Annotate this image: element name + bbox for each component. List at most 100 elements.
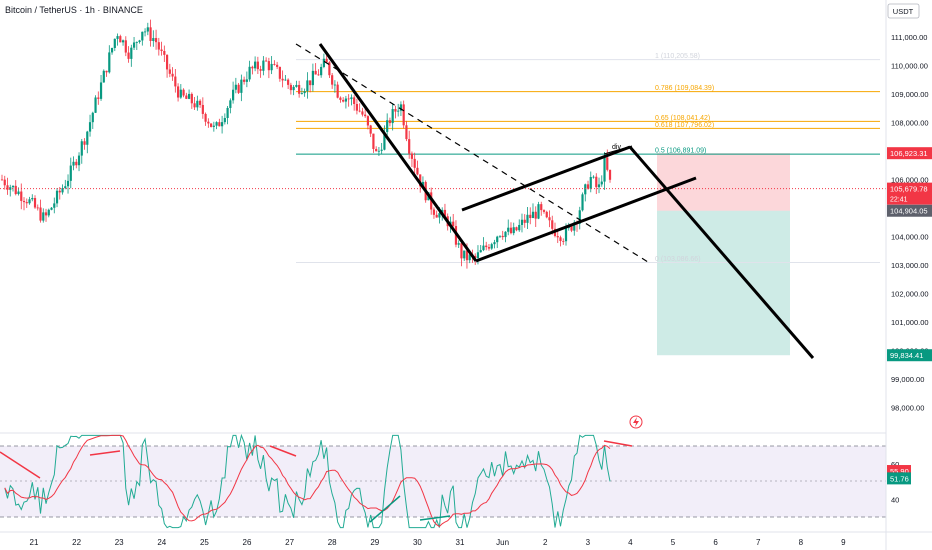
rsi-div-line-6 bbox=[603, 440, 633, 447]
downtrend-line[interactable] bbox=[318, 43, 478, 262]
candle-body bbox=[419, 174, 422, 187]
candle-body bbox=[383, 131, 386, 150]
projection-line[interactable] bbox=[628, 146, 815, 359]
fib-level-label: 0.65 (108,041.42) bbox=[655, 115, 710, 122]
channel-lower-line[interactable] bbox=[475, 176, 697, 263]
price-tick-label: 111,000.00 bbox=[891, 33, 927, 42]
candle-body bbox=[397, 110, 400, 112]
time-tick-label: 3 bbox=[586, 538, 591, 547]
candle-body bbox=[83, 141, 86, 145]
candle-body bbox=[99, 82, 103, 99]
symbol-title[interactable]: Bitcoin / TetherUS · 1h · BINANCE bbox=[5, 5, 143, 15]
candle-body bbox=[17, 191, 20, 195]
time-tick-label: 30 bbox=[413, 538, 422, 547]
candle-body bbox=[350, 97, 353, 100]
time-tick-label: 23 bbox=[115, 538, 124, 547]
candle-body bbox=[256, 61, 259, 70]
candle-body bbox=[474, 255, 477, 259]
rsi-pane[interactable] bbox=[0, 433, 886, 529]
candle-body bbox=[278, 66, 281, 79]
candle-body bbox=[262, 60, 265, 71]
candle-body bbox=[515, 227, 518, 231]
candle-body bbox=[108, 52, 111, 73]
candle-body bbox=[69, 165, 72, 181]
divergence-line[interactable] bbox=[603, 145, 633, 155]
candle-body bbox=[127, 52, 130, 59]
candle-body bbox=[42, 212, 45, 221]
rsi-value-tag bbox=[887, 472, 911, 485]
candle-body bbox=[193, 103, 196, 108]
candle-body bbox=[507, 227, 510, 232]
candle-body bbox=[292, 86, 295, 91]
take-profit-zone[interactable] bbox=[657, 210, 790, 356]
lightning-icon[interactable] bbox=[629, 415, 643, 429]
channel-upper-line[interactable] bbox=[461, 145, 631, 212]
candle-body bbox=[509, 227, 513, 234]
candle-body bbox=[273, 63, 276, 65]
candle-body bbox=[564, 228, 568, 242]
candle-body bbox=[410, 153, 414, 159]
time-tick-label: 24 bbox=[157, 538, 166, 547]
candle-body bbox=[116, 36, 119, 39]
time-tick-label: 31 bbox=[456, 538, 465, 547]
position-tool[interactable] bbox=[657, 153, 790, 356]
candle-body bbox=[608, 169, 612, 180]
candle-body bbox=[402, 104, 405, 126]
candle-body bbox=[132, 42, 136, 48]
candle-body bbox=[232, 89, 235, 101]
candle-body bbox=[196, 100, 199, 108]
candle-body bbox=[234, 84, 237, 90]
trend-drawings[interactable]: div bbox=[295, 43, 815, 359]
candle-body bbox=[11, 185, 15, 188]
candle-body bbox=[171, 73, 174, 77]
rsi-div-line-1 bbox=[0, 451, 41, 479]
candle-body bbox=[185, 95, 188, 99]
time-tick-label: 25 bbox=[200, 538, 209, 547]
candle-body bbox=[380, 149, 383, 151]
candle-body bbox=[570, 225, 573, 231]
dashed-trend-line[interactable] bbox=[295, 43, 649, 263]
rsi-div-line-3 bbox=[269, 445, 297, 457]
candle-body bbox=[355, 104, 359, 111]
candle-body bbox=[221, 122, 224, 127]
time-tick-label: 5 bbox=[671, 538, 676, 547]
candle-body bbox=[468, 254, 471, 261]
time-axis-labels: 21 22 23 24 25 26 27 28 29 30 31 Jun 2 3 4 5 6 7 8 9 bbox=[30, 538, 847, 547]
candle-body bbox=[597, 184, 601, 188]
candle-body bbox=[212, 125, 215, 127]
candle-body bbox=[545, 211, 548, 218]
candle-body bbox=[534, 211, 537, 219]
candle-body bbox=[457, 243, 460, 245]
currency-box[interactable]: USDT bbox=[887, 3, 920, 19]
candle-body bbox=[520, 219, 524, 225]
candle-body bbox=[22, 200, 26, 203]
candle-body bbox=[501, 235, 504, 238]
candle-body bbox=[229, 100, 232, 108]
candle-body bbox=[295, 84, 298, 87]
candle-body bbox=[75, 161, 78, 166]
time-tick-label: 27 bbox=[285, 538, 294, 547]
candle-body bbox=[243, 79, 246, 82]
candle-body bbox=[432, 209, 436, 215]
candle-body bbox=[542, 210, 546, 212]
candle-body bbox=[331, 75, 334, 85]
price-axis-bg bbox=[886, 0, 932, 550]
candle-body bbox=[452, 221, 455, 227]
fib-retracement[interactable]: 1 (110,205.58) 0.786 (109,084.39) 0.65 (10… bbox=[296, 53, 880, 264]
candle-body bbox=[141, 31, 144, 41]
candle-body bbox=[198, 100, 202, 105]
candle-body bbox=[408, 139, 411, 154]
candle-body bbox=[163, 50, 166, 55]
candle-body bbox=[504, 231, 507, 238]
candle-body bbox=[603, 157, 606, 182]
candle-body bbox=[146, 27, 149, 32]
candle-body bbox=[270, 63, 273, 71]
candle-body bbox=[460, 243, 463, 259]
candle-body bbox=[342, 99, 345, 102]
candle-body bbox=[364, 114, 367, 117]
candle-body bbox=[443, 209, 447, 217]
stop-loss-zone[interactable] bbox=[657, 153, 790, 211]
rsi-div-line-2 bbox=[89, 450, 121, 456]
candle-body bbox=[88, 122, 92, 132]
